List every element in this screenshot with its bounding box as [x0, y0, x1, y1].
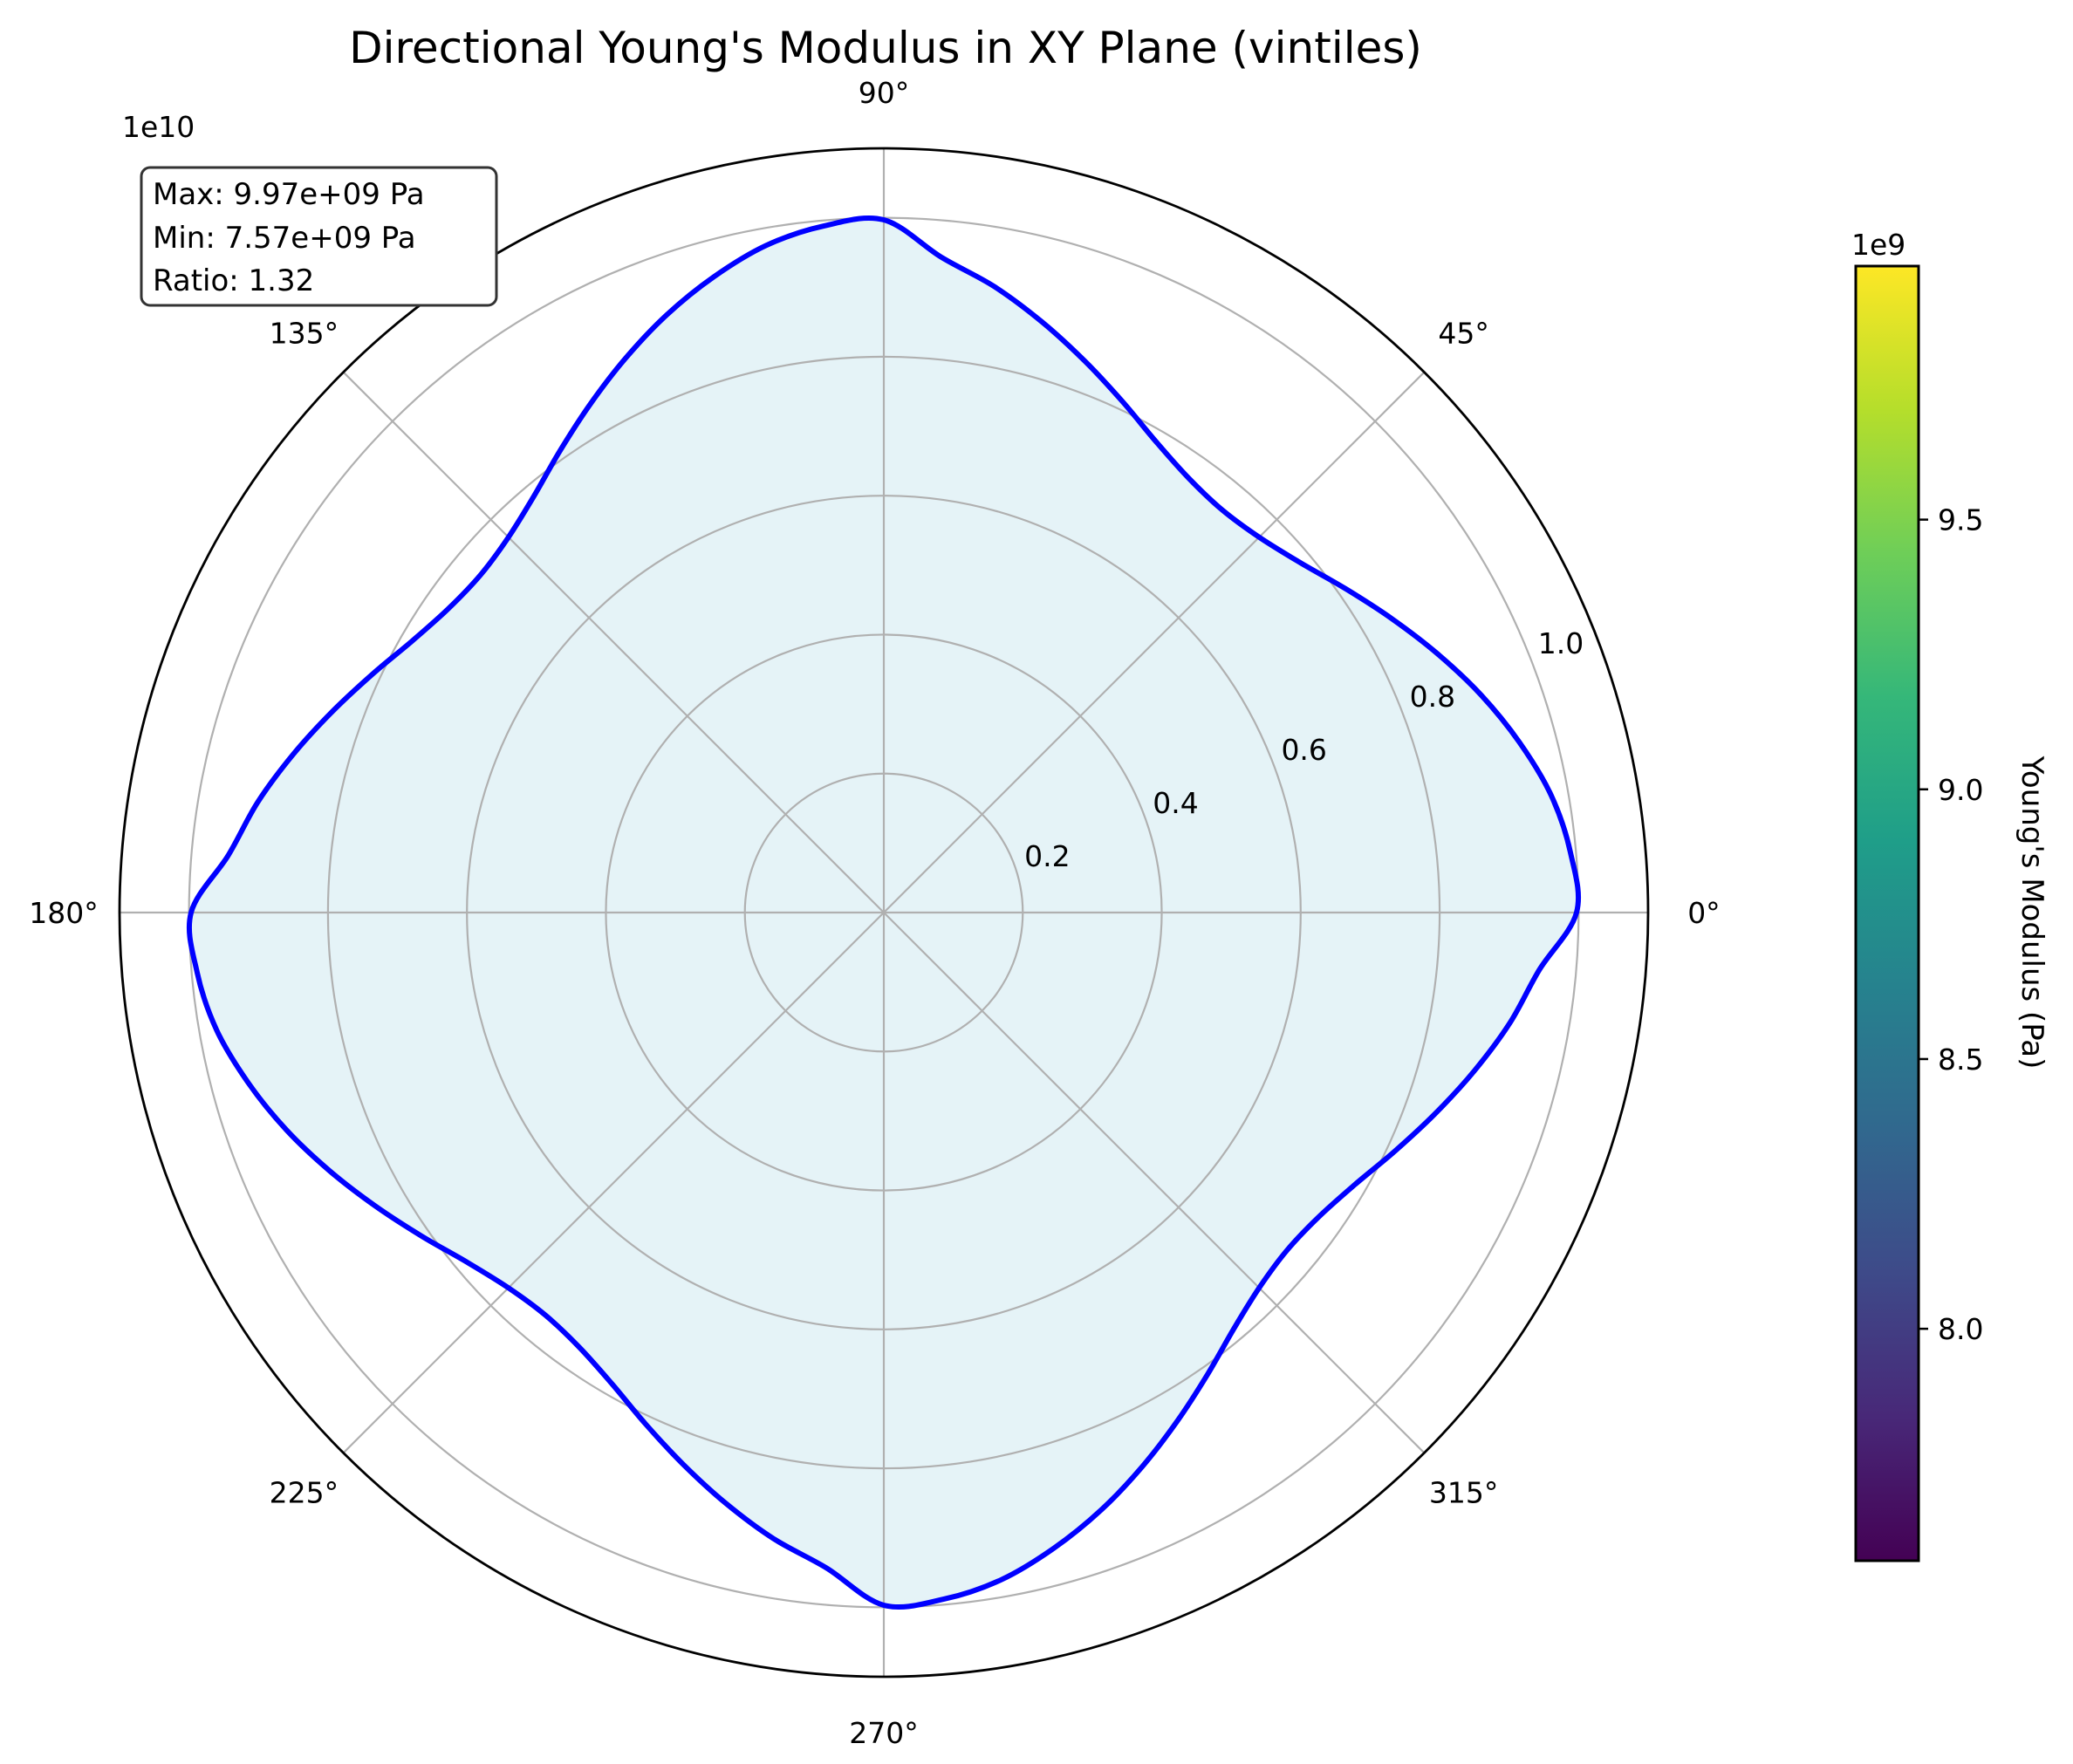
angular-tick-label-6: 270° [849, 1716, 919, 1750]
angular-gridline-5 [342, 912, 885, 1454]
modulus-series-line [186, 215, 1582, 1610]
radial-tick-label-4: 1.0 [1538, 626, 1584, 660]
radial-tick-label-3: 0.8 [1410, 680, 1455, 714]
colorbar: 8.0 8.5 9.0 9.5 1e9 Young's Modulus (Pa) [1851, 228, 2049, 1562]
series-layer [186, 215, 1582, 1610]
colorbar-offset-text: 1e9 [1851, 228, 1905, 262]
colorbar-tick-label-2: 9.0 [1938, 773, 1983, 807]
annotation-max: Max: 9.97e+09 Pa [153, 177, 425, 212]
annotation-ratio: Ratio: 1.32 [153, 263, 314, 298]
annotation-min: Min: 7.57e+09 Pa [153, 221, 416, 256]
angular-tick-label-4: 180° [29, 896, 99, 930]
angular-tick-label-1: 45° [1438, 316, 1489, 350]
polar-plot-area: 0.2 0.4 0.6 0.8 1.0 0° 45° 90° 135° 180° 225° 270° 3… [29, 76, 1720, 1750]
colorbar-tick-label-3: 9.5 [1938, 503, 1983, 537]
radial-tick-label-0: 0.2 [1024, 839, 1070, 873]
angular-tick-label-7: 315° [1429, 1476, 1499, 1510]
angular-tick-label-0: 0° [1687, 896, 1721, 930]
angular-gridline-1 [883, 371, 1426, 913]
radial-offset-text: 1e10 [122, 110, 195, 144]
colorbar-gradient [1854, 264, 1920, 1562]
angular-tick-label-3: 135° [270, 316, 339, 350]
radial-tick-label-2: 0.6 [1281, 733, 1326, 767]
colorbar-ticks: 8.0 8.5 9.0 9.5 [1919, 503, 1983, 1346]
angular-gridline-7 [883, 912, 1426, 1454]
polar-frame [118, 147, 1650, 1679]
annotation-box-frame [140, 166, 498, 307]
colorbar-label: Young's Modulus (Pa) [2015, 756, 2049, 1070]
polar-grid [118, 147, 1650, 1679]
polar-tick-labels: 0.2 0.4 0.6 0.8 1.0 0° 45° 90° 135° 180° 225° 270° 3… [29, 76, 1720, 1750]
angular-tick-label-2: 90° [859, 76, 910, 110]
colorbar-tick-label-0: 8.0 [1938, 1312, 1983, 1346]
colorbar-tick-label-1: 8.5 [1938, 1043, 1983, 1077]
radial-tick-label-1: 0.4 [1153, 786, 1198, 820]
chart-title: Directional Young's Modulus in XY Plane … [349, 23, 1422, 73]
angular-gridline-3 [342, 371, 885, 913]
stats-annotation-box: Max: 9.97e+09 Pa Min: 7.57e+09 Pa Ratio:… [140, 166, 498, 307]
angular-tick-label-5: 225° [270, 1476, 339, 1510]
